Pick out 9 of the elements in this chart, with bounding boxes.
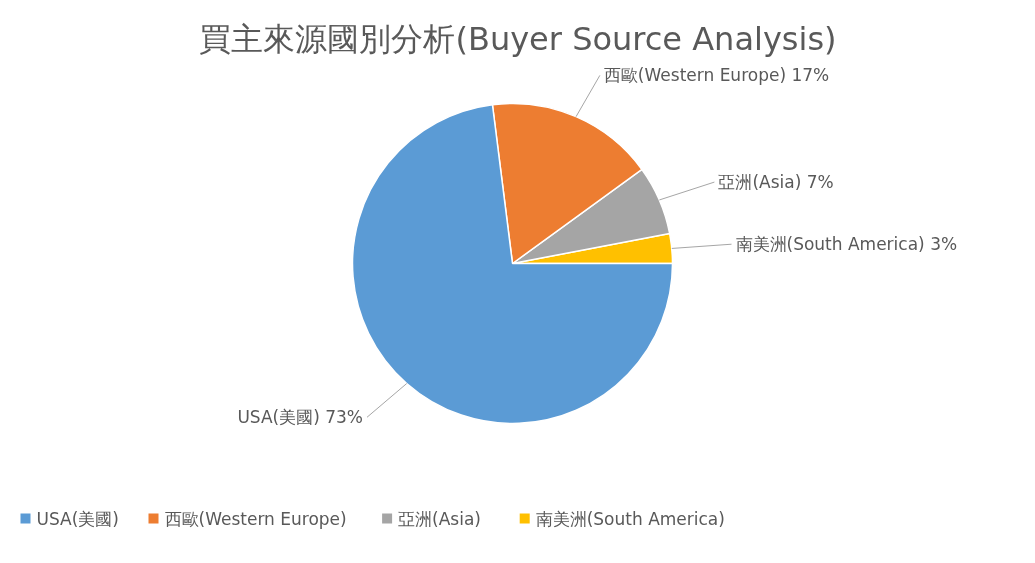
legend-label: 南美洲(South America) — [535, 508, 725, 529]
category-label: 西歐(Western Europe) 17% — [603, 65, 830, 86]
category-label: 亞洲(Asia) 7% — [718, 172, 834, 193]
chart-title: 買主來源國別分析(Buyer Source Analysis) — [199, 19, 837, 58]
legend-label: 亞洲(Asia) — [398, 508, 482, 529]
category-label: USA(美國) 73% — [237, 407, 364, 428]
legend-label: 西歐(Western Europe) — [164, 508, 347, 529]
category-label: 南美洲(South America) 3% — [735, 234, 958, 255]
legend-label: USA(美國) — [36, 508, 119, 529]
